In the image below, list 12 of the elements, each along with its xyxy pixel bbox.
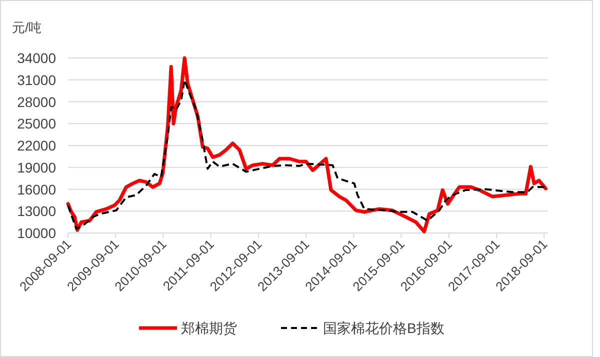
y-tick-label: 19000 (17, 159, 56, 176)
y-tick-label: 22000 (17, 138, 56, 154)
y-tick-label: 25000 (17, 116, 56, 132)
y-tick-label: 31000 (17, 72, 56, 88)
y-axis-title: 元/吨 (12, 20, 42, 35)
legend-label: 郑棉期货 (181, 320, 237, 336)
legend-label: 国家棉花价格B指数 (323, 320, 444, 336)
y-tick-label: 34000 (17, 50, 56, 66)
y-tick-label: 28000 (17, 94, 56, 110)
y-tick-label: 10000 (17, 225, 56, 241)
y-tick-label: 13000 (17, 203, 56, 220)
y-tick-label: 16000 (17, 181, 56, 198)
